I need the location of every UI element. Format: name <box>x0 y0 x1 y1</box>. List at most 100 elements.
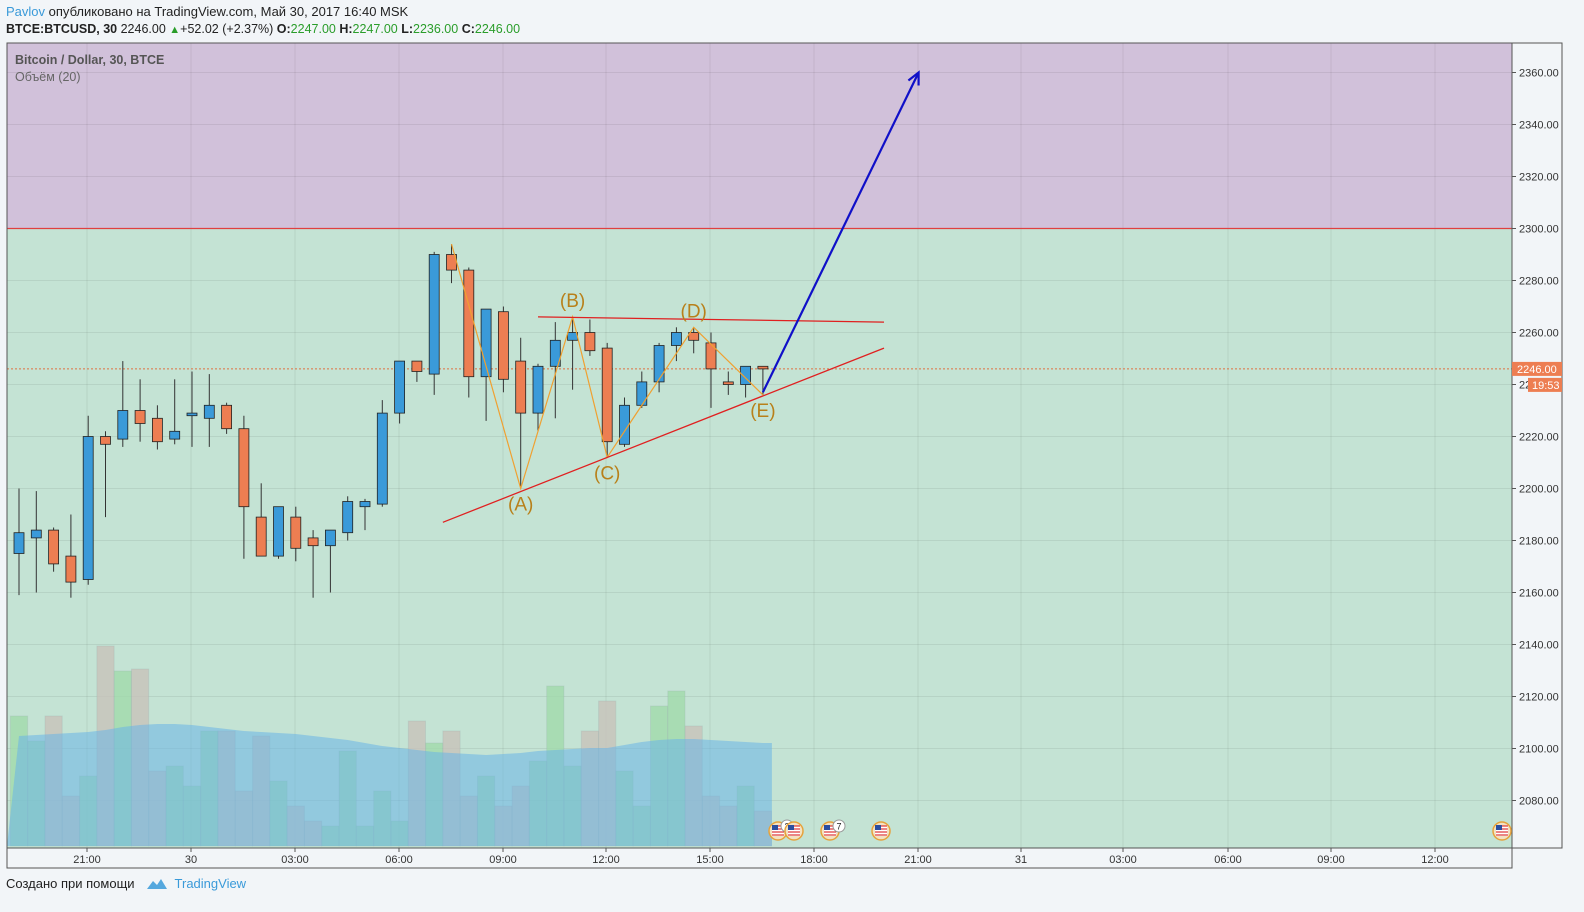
price-tick-label: 2280.00 <box>1519 276 1559 288</box>
candle-body <box>134 410 146 424</box>
us-event-flag-icon[interactable] <box>820 819 846 841</box>
candle <box>359 498 371 531</box>
open-value: 2247.00 <box>290 22 336 36</box>
high-value: 2247.00 <box>352 22 398 36</box>
time-tick-label: 30 <box>185 854 197 866</box>
symbol-quote-line: BTCE:BTCUSD, 30 2246.00 ▲+52.02 (+2.37%)… <box>6 22 520 36</box>
time-axis <box>6 847 1513 869</box>
flag-field <box>875 826 887 836</box>
last-price-tag <box>1512 361 1562 376</box>
candle-body <box>515 360 527 414</box>
price-tick-label: 2180.00 <box>1519 536 1559 548</box>
volume-pane <box>7 645 772 847</box>
candle-body <box>273 506 284 557</box>
created-with-text: Создано при помощи <box>6 876 135 891</box>
candle-body <box>532 365 544 414</box>
wave-label: (E) <box>750 401 775 422</box>
candle <box>255 483 267 557</box>
candle-body <box>342 501 354 534</box>
candle <box>688 327 700 354</box>
candle <box>203 374 215 447</box>
candle <box>324 529 336 593</box>
candle <box>30 491 42 593</box>
candle <box>169 379 181 445</box>
time-tick-label: 21:00 <box>904 854 932 866</box>
high-label: H: <box>339 22 353 36</box>
candle <box>740 365 751 398</box>
candle-body <box>48 529 59 565</box>
countdown-tag-text: 19:53 <box>1532 380 1560 392</box>
price-tick-label: 2160.00 <box>1519 588 1559 600</box>
us-event-flag-icon[interactable] <box>871 821 891 841</box>
candle-body <box>619 404 630 445</box>
flag-field <box>772 826 784 836</box>
candle <box>497 306 509 393</box>
candle <box>411 360 423 382</box>
price-tick-label: 2120.00 <box>1519 692 1559 704</box>
volume-ma-area <box>7 724 772 846</box>
candle-body <box>722 381 734 385</box>
support-trend-line <box>442 347 885 523</box>
candle-body <box>428 254 440 375</box>
footer: Создано при помощи TradingView <box>6 876 246 891</box>
candle <box>532 363 544 432</box>
candle <box>671 327 682 362</box>
candle-body <box>636 381 648 406</box>
flag-canton <box>1496 825 1502 830</box>
candle <box>134 379 146 442</box>
last-price-tag-text: 2246.00 <box>1517 364 1557 376</box>
publish-info: Pavlov опубликовано на TradingView.com, … <box>6 4 408 19</box>
tradingview-brand: TradingView <box>174 876 247 891</box>
candle-body <box>567 332 578 341</box>
tradingview-logo[interactable]: TradingView <box>145 876 247 891</box>
candle-body <box>740 365 751 385</box>
price-tick-label: 2140.00 <box>1519 640 1559 652</box>
time-tick-label: 18:00 <box>800 854 828 866</box>
candle <box>238 415 250 559</box>
close-label: C: <box>461 22 475 36</box>
price-axis <box>1511 42 1563 849</box>
price-tick-label: 2260.00 <box>1519 328 1559 340</box>
flag-canton <box>875 825 881 830</box>
author-link[interactable]: Pavlov <box>6 4 46 19</box>
wave-label: (C) <box>594 463 620 484</box>
candle <box>705 332 717 408</box>
candle-body <box>186 412 198 417</box>
time-tick-label: 06:00 <box>385 854 413 866</box>
low-value: 2236.00 <box>413 22 459 36</box>
candle <box>82 415 94 585</box>
candle-body <box>497 311 509 380</box>
up-triangle-icon: ▲ <box>169 24 181 36</box>
price-tick-label: 2360.00 <box>1519 68 1559 80</box>
flag-field <box>788 826 800 836</box>
time-tick-label: 03:00 <box>1109 854 1137 866</box>
time-tick-label: 09:00 <box>489 854 517 866</box>
candle <box>584 319 596 356</box>
candle-body <box>601 347 613 443</box>
candle <box>653 342 665 393</box>
publish-date: опубликовано на TradingView.com, Май 30,… <box>48 4 409 19</box>
candle-body <box>290 516 302 549</box>
candle-body <box>100 436 111 445</box>
candle-body <box>82 436 94 580</box>
candle-body <box>394 360 406 414</box>
flag-field <box>824 826 836 836</box>
candle-body <box>480 308 492 378</box>
candle-body <box>30 529 42 539</box>
time-tick-label: 03:00 <box>281 854 309 866</box>
projection-arrow <box>761 72 920 393</box>
candle-body <box>238 428 250 508</box>
us-event-flag-icon[interactable] <box>1492 821 1512 841</box>
candle-body <box>705 342 717 370</box>
candle-body <box>671 332 682 346</box>
us-event-flag-icon[interactable] <box>784 821 804 841</box>
price-tick-label: 2220.00 <box>1519 432 1559 444</box>
candle <box>376 400 388 507</box>
candle-body <box>653 345 665 383</box>
tradingview-cloud-icon <box>146 878 167 889</box>
candle <box>342 496 354 541</box>
candle-body <box>549 339 561 367</box>
resistance-trend-line <box>537 316 885 323</box>
candle-body <box>359 501 371 508</box>
